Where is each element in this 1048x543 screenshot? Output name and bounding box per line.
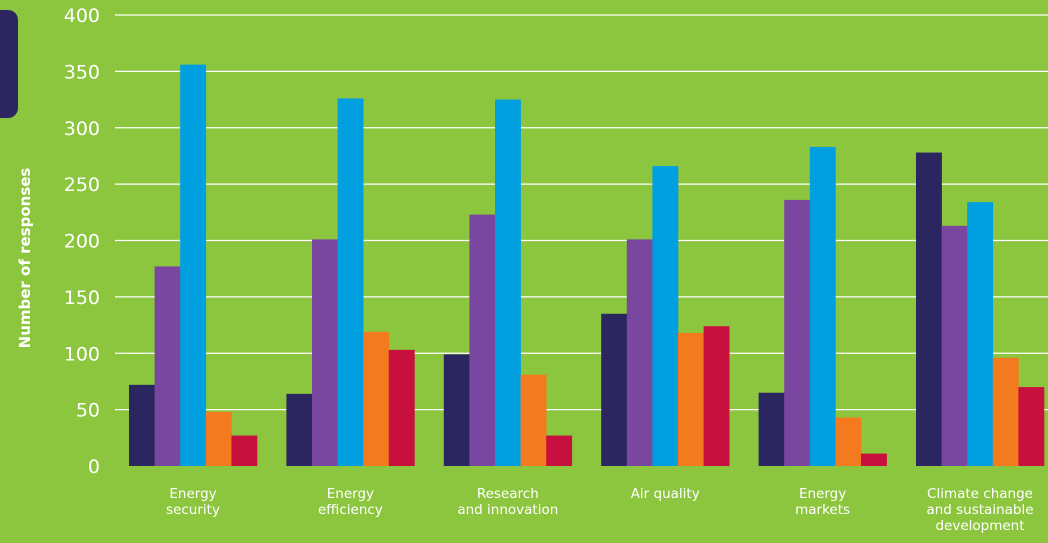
category-label-line: development [935, 518, 1024, 534]
bar-1-3 [363, 331, 390, 466]
category-label-line: Energy [799, 486, 846, 502]
bar-1-2 [337, 98, 364, 466]
bar-0-2 [180, 64, 207, 467]
bar-5-3 [992, 357, 1019, 466]
y-tick-label-350: 350 [64, 61, 100, 83]
bar-5-2 [967, 202, 994, 467]
bar-2-1 [469, 214, 496, 466]
category-label-line: markets [795, 502, 850, 518]
category-label-line: Air quality [631, 486, 700, 502]
y-tick-label-250: 250 [64, 174, 100, 196]
bar-0-0 [129, 384, 155, 466]
y-tick-label-100: 100 [64, 343, 100, 365]
category-label-1: Energy efficiency [318, 486, 383, 518]
bar-1-1 [312, 239, 338, 466]
category-label-line: and sustainable [926, 502, 1033, 518]
category-label-3: Air quality [631, 486, 700, 502]
bar-5-0 [916, 152, 942, 466]
bar-4-2 [809, 146, 836, 467]
bar-4-1 [784, 199, 811, 466]
bar-2-2 [495, 99, 521, 466]
category-label-4: Energy markets [795, 486, 850, 518]
bar-0-1 [154, 266, 181, 466]
bar-3-3 [678, 332, 704, 466]
bar-3-4 [703, 326, 730, 466]
y-tick-label-0: 0 [88, 456, 100, 478]
category-label-line: Energy [327, 486, 374, 502]
legend-stub [0, 10, 18, 118]
bar-2-0 [443, 354, 470, 466]
category-label-0: Energy security [166, 486, 220, 518]
category-label-line: efficiency [318, 502, 383, 518]
y-tick-label-300: 300 [64, 118, 100, 140]
bar-4-4 [861, 453, 887, 466]
bar-0-4 [231, 435, 258, 466]
category-label-line: Climate change [927, 486, 1033, 502]
category-label-2: Research and innovation [457, 486, 558, 518]
category-label-line: security [166, 502, 220, 518]
bar-0-3 [205, 411, 232, 466]
category-label-line: Energy [169, 486, 216, 502]
bar-4-3 [835, 417, 862, 466]
y-tick-label-400: 400 [64, 5, 100, 27]
bar-5-1 [941, 225, 968, 466]
y-tick-label-150: 150 [64, 287, 100, 309]
bar-3-2 [652, 166, 679, 466]
category-label-line: and innovation [457, 502, 558, 518]
bar-1-0 [286, 393, 313, 466]
category-label-line: Research [477, 486, 539, 502]
y-tick-label-200: 200 [64, 231, 100, 253]
category-label-5: Climate change and sustainable development [926, 486, 1033, 534]
bar-3-0 [601, 313, 628, 466]
bar-4-0 [758, 392, 785, 466]
y-tick-label-50: 50 [76, 400, 100, 422]
bar-2-4 [546, 435, 573, 466]
bar-2-3 [520, 374, 547, 466]
bar-5-4 [1018, 387, 1045, 466]
bar-3-1 [626, 239, 653, 466]
bar-1-4 [388, 349, 415, 466]
